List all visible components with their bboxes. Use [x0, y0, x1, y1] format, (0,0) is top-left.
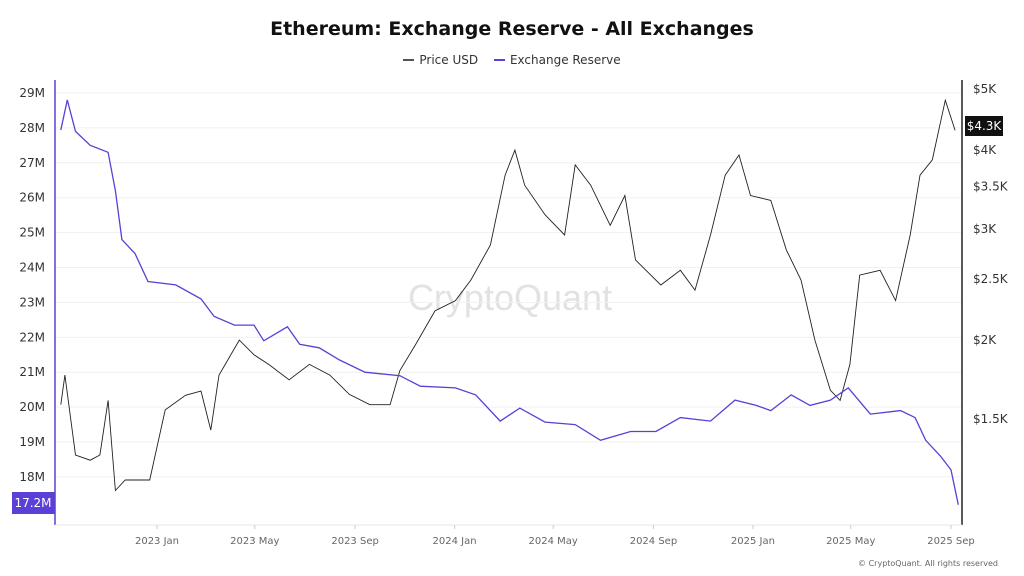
y-right-tick-label: $3K [973, 222, 997, 236]
y-right-tick-label: $2.5K [973, 272, 1009, 286]
x-tick-label: 2023 Sep [331, 536, 378, 547]
y-left-tick-label: 22M [19, 330, 45, 344]
x-tick-label: 2025 Sep [927, 536, 974, 547]
x-tick-label: 2024 Jan [433, 536, 477, 547]
x-tick-label: 2025 May [826, 536, 875, 547]
reserve-current-badge [12, 492, 55, 514]
y-right-tick-label: $4K [973, 143, 997, 157]
x-tick-label: 2024 May [529, 536, 578, 547]
reserve-current-label: 17.2M [14, 496, 51, 510]
legend-swatch-price [403, 59, 415, 61]
copyright: © CryptoQuant. All rights reserved [858, 559, 998, 568]
y-left-tick-label: 21M [19, 365, 45, 379]
y-left-tick-label: 27M [19, 156, 45, 170]
y-left-tick-label: 26M [19, 191, 45, 205]
y-left-tick-label: 25M [19, 226, 45, 240]
price-line [60, 98, 956, 492]
y-left-tick-label: 20M [19, 400, 45, 414]
x-tick-label: 2024 Sep [630, 536, 677, 547]
legend: Price USD Exchange Reserve [0, 50, 1024, 67]
x-tick-label: 2023 May [230, 536, 279, 547]
price-current-badge [965, 116, 1003, 136]
y-left-tick-label: 18M [19, 470, 45, 484]
reserve-line [60, 99, 959, 505]
x-tick-label: 2025 Jan [731, 536, 775, 547]
legend-item-price[interactable]: Price USD [403, 53, 478, 67]
legend-label-reserve: Exchange Reserve [509, 53, 621, 67]
legend-item-reserve[interactable]: Exchange Reserve [493, 53, 621, 67]
y-left-tick-label: 28M [19, 121, 45, 135]
y-left-tick-label: 23M [19, 295, 45, 309]
y-right-tick-label: $5K [973, 82, 997, 96]
y-right-tick-label: $1.5K [973, 412, 1009, 426]
y-left-tick-label: 24M [19, 261, 45, 275]
watermark: CryptoQuant [408, 277, 612, 318]
legend-label-price: Price USD [419, 53, 479, 67]
y-right-tick-label: $2K [973, 333, 997, 347]
chart-title: Ethereum: Exchange Reserve - All Exchang… [270, 18, 754, 40]
y-left-tick-label: 29M [19, 86, 45, 100]
y-right-tick-label: $3.5K [973, 180, 1009, 194]
price-current-label: $4.3K [967, 119, 1003, 133]
legend-swatch-reserve [493, 59, 505, 61]
y-left-tick-label: 19M [19, 435, 45, 449]
x-tick-label: 2023 Jan [135, 536, 179, 547]
